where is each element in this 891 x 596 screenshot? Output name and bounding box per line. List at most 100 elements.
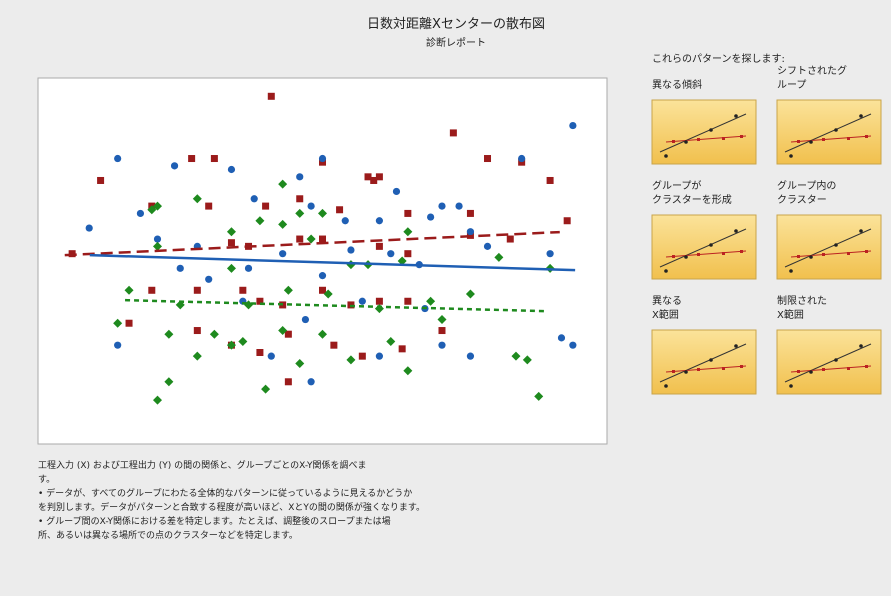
point [506, 235, 514, 243]
point [192, 194, 202, 204]
point [261, 384, 271, 394]
thumbnail-box [776, 99, 882, 165]
point [466, 209, 474, 217]
point [563, 217, 571, 225]
point [114, 154, 122, 163]
thumbnail-line [665, 250, 747, 258]
thumbnail-box [776, 329, 882, 395]
point [278, 179, 288, 189]
pattern-thumbnail [651, 214, 757, 280]
point [375, 217, 383, 225]
thumbnail-line [784, 228, 872, 268]
point [518, 158, 526, 166]
chart-title: 日数対距離Xセンターの散布図 [367, 17, 545, 32]
point [148, 286, 156, 294]
thumbnail-line [665, 135, 747, 143]
point [336, 206, 344, 214]
plot-area [37, 77, 608, 445]
point [284, 330, 292, 338]
thumbnail-line [790, 365, 872, 373]
point [164, 329, 174, 339]
pattern-thumbnail [651, 329, 757, 395]
pattern-caption: グループが [652, 179, 701, 192]
point [403, 227, 413, 237]
thumbnail-dot [722, 367, 725, 370]
pattern-caption: クラスター [777, 194, 827, 206]
thumbnail-line [790, 135, 872, 143]
point [387, 250, 395, 258]
point [188, 155, 196, 163]
thumbnail-dot [822, 253, 825, 256]
point [557, 334, 566, 342]
point [397, 256, 407, 266]
point [438, 327, 446, 335]
pattern-caption: ループ [777, 79, 806, 91]
thumbnail-dot [722, 137, 725, 140]
point [398, 345, 406, 353]
point [306, 234, 316, 244]
point [114, 341, 122, 349]
point [307, 202, 315, 210]
thumbnail-line [784, 113, 872, 153]
point [404, 209, 412, 217]
thumbnail-dot [865, 250, 868, 253]
point [193, 286, 201, 294]
point [455, 202, 463, 210]
point [375, 297, 383, 305]
thumbnail-dot [709, 243, 713, 247]
pattern-caption: 制限された [777, 294, 827, 307]
point [404, 297, 412, 305]
point [341, 217, 349, 225]
report-note: • データが、すべてのグループにわたる全体的なパターンに従っているように見えるか… [38, 487, 412, 499]
point [392, 187, 401, 196]
thumbnail-dot [809, 370, 813, 374]
thumbnail-dot [684, 255, 688, 259]
thumbnail-dot [797, 255, 800, 258]
point [205, 275, 213, 283]
thumbnail-dot [847, 367, 850, 370]
thumbnail-dot [697, 368, 700, 371]
fit-line [125, 298, 546, 313]
point [267, 92, 275, 100]
point [347, 246, 355, 254]
point [262, 202, 270, 210]
thumbnail-dot [809, 255, 813, 259]
report-note: す。 [38, 474, 55, 485]
thumbnail-dot [797, 140, 800, 143]
point [364, 173, 372, 181]
point [375, 242, 383, 250]
point [375, 173, 383, 181]
point [330, 341, 338, 349]
thumbnail-dot [834, 243, 838, 247]
point [176, 264, 184, 272]
report-note: を判別します。データがパターンと合致する程度が高いほど、XとYの間の関係が強くな… [38, 501, 425, 513]
point [484, 155, 492, 163]
chart-subtitle: 診断レポート [426, 36, 486, 49]
pattern-caption: X範囲 [652, 308, 679, 321]
point [403, 366, 413, 376]
point [193, 327, 201, 335]
thumbnail-dot [809, 140, 813, 144]
thumbnail-dot [797, 370, 800, 373]
thumbnail-dot [859, 114, 863, 118]
thumbnail-dot [664, 384, 668, 388]
point [319, 286, 326, 294]
point [546, 176, 554, 184]
point [307, 378, 315, 386]
thumbnail-box [651, 329, 757, 395]
thumbnail-line [659, 343, 747, 383]
point [255, 216, 265, 226]
point [466, 228, 475, 236]
thumbnail-dot [847, 137, 850, 140]
point [358, 352, 366, 360]
thumbnail-dot [865, 365, 868, 368]
thumbnail-box [651, 214, 757, 280]
point [437, 315, 447, 325]
pattern-caption: X範囲 [777, 308, 804, 321]
point [511, 351, 521, 361]
point [147, 205, 157, 215]
point [319, 158, 326, 166]
point [466, 352, 475, 360]
report-note: 所、あるいは異なる場所での点のクラスターなどを特定します。 [38, 529, 298, 541]
point [267, 352, 275, 360]
